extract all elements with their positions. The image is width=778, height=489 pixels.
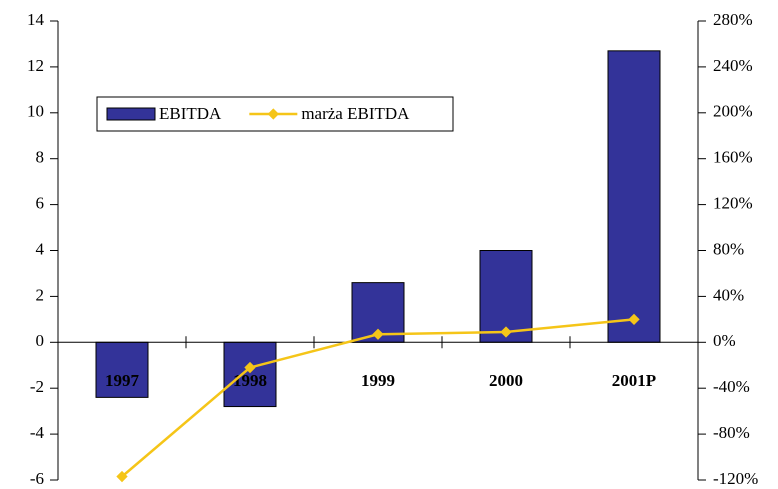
marker <box>500 326 512 338</box>
legend-label: marża EBITDA <box>301 104 410 123</box>
legend-label: EBITDA <box>159 104 222 123</box>
line <box>121 318 635 478</box>
y2-tick-label: 160% <box>713 148 753 167</box>
y-tick-label: -4 <box>30 423 45 442</box>
y-tick-label: -6 <box>30 469 44 488</box>
x-tick-label: 1999 <box>361 371 395 390</box>
y2-tick-label: -120% <box>713 469 758 488</box>
marker <box>372 328 384 340</box>
y2-tick-label: 200% <box>713 102 753 121</box>
legend-swatch <box>106 107 156 121</box>
y2-tick-label: 240% <box>713 56 753 75</box>
y-tick-label: 14 <box>27 10 45 29</box>
y-tick-label: 8 <box>36 148 45 167</box>
x-tick-label: 1998 <box>233 371 267 390</box>
marker <box>244 361 256 374</box>
y-tick-label: 2 <box>36 285 45 304</box>
bar <box>223 341 277 408</box>
x-tick-label: 1997 <box>105 371 140 390</box>
y2-tick-label: -80% <box>713 423 750 442</box>
bar <box>95 341 149 398</box>
y2-tick-label: 40% <box>713 285 744 304</box>
y-tick-label: 6 <box>36 194 45 213</box>
y-tick-label: -2 <box>30 377 44 396</box>
x-tick-label: 2001P <box>612 371 656 390</box>
bar <box>607 50 661 343</box>
y-tick-label: 4 <box>36 239 45 258</box>
y2-tick-label: 120% <box>713 194 753 213</box>
y-tick-label: 0 <box>36 331 45 350</box>
y-tick-label: 12 <box>27 56 44 75</box>
y2-tick-label: -40% <box>713 377 750 396</box>
y2-tick-label: 80% <box>713 239 744 258</box>
y2-tick-label: 0% <box>713 331 736 350</box>
marker <box>628 313 640 326</box>
x-tick-label: 2000 <box>489 371 523 390</box>
y2-tick-label: 280% <box>713 10 753 29</box>
y-tick-label: 10 <box>27 102 44 121</box>
